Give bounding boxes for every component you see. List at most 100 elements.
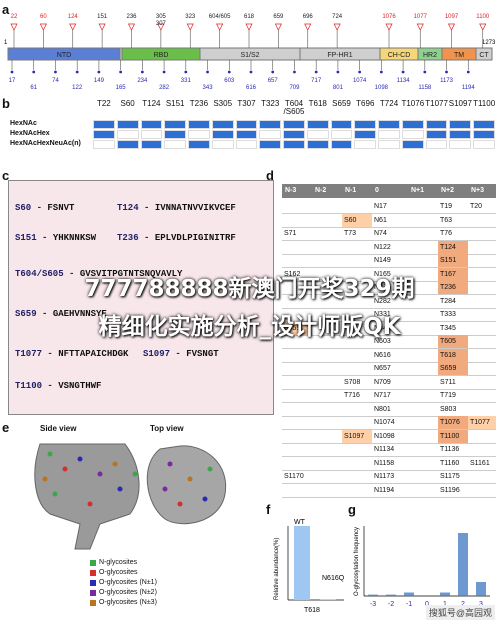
legend-label: O-glycosites (N±3) bbox=[99, 599, 157, 606]
site-table-header: N+1 bbox=[408, 184, 438, 198]
top-site-label: 151 bbox=[97, 14, 108, 20]
table-row-header: HexNAcHexNeuAc(n) bbox=[10, 140, 81, 147]
table-column-header: S659 bbox=[332, 99, 351, 108]
bottom-site-marker bbox=[206, 70, 209, 74]
row-divider bbox=[282, 469, 496, 471]
table-column-header: T307 bbox=[237, 99, 256, 108]
site-table-cell: N801 bbox=[374, 405, 391, 413]
legend-item: O-glycosites (N±1) bbox=[90, 578, 157, 588]
site-table-header: N+2 bbox=[438, 184, 468, 198]
top-site-marker bbox=[479, 23, 487, 31]
table-cell bbox=[354, 140, 377, 149]
table-cell bbox=[116, 130, 139, 139]
domain-label: S1/S2 bbox=[240, 52, 259, 59]
y-axis-label: O-glycosylation frequency bbox=[354, 527, 360, 596]
domain-label: CT bbox=[479, 52, 489, 59]
site-table-cell: N1098 bbox=[374, 432, 395, 440]
site-table-cell: T20 bbox=[470, 203, 483, 210]
bottom-site-marker bbox=[293, 70, 296, 74]
site-table-cell: N657 bbox=[374, 365, 391, 372]
glycosite-dot bbox=[187, 476, 193, 482]
top-site-label: 618 bbox=[244, 14, 255, 20]
bottom-site-label: 1074 bbox=[353, 78, 367, 84]
table-cell bbox=[140, 120, 163, 129]
site-table-cell: S803 bbox=[440, 405, 457, 413]
x-tick-label: 2 bbox=[461, 601, 465, 608]
site-table-cell: S1196 bbox=[440, 486, 460, 494]
site-table-cell: T76 bbox=[440, 230, 453, 237]
table-cell bbox=[425, 130, 448, 139]
top-site-label: 724 bbox=[332, 14, 343, 20]
domain-label: NTD bbox=[57, 52, 71, 59]
bottom-site-marker bbox=[97, 70, 101, 74]
top-site-label: 659 bbox=[273, 14, 284, 20]
sequence-line: T236 - EPLVDLPIGINITRF bbox=[117, 233, 236, 243]
site-table-cell: T1076 bbox=[438, 416, 468, 429]
table-cell bbox=[235, 140, 258, 149]
sequence-residues: NFTTAPAICHDGK bbox=[58, 349, 129, 359]
table-cell bbox=[378, 120, 400, 129]
table-cell bbox=[283, 130, 305, 139]
sequence-line: S151 - YHKNNKSW bbox=[15, 233, 96, 243]
table-cell bbox=[330, 120, 353, 129]
top-site-label: 323 bbox=[185, 14, 196, 20]
glycosite-dot bbox=[132, 471, 138, 477]
site-table-cell: S151 bbox=[438, 254, 468, 267]
table-column-header: T696 bbox=[356, 99, 375, 108]
row-divider bbox=[282, 375, 496, 376]
table-cell bbox=[283, 120, 305, 129]
site-table-cell: T1136 bbox=[440, 446, 460, 453]
legend-item: O-glycosites (N±2) bbox=[90, 588, 157, 598]
glycosite-dot bbox=[42, 476, 48, 482]
table-cell bbox=[164, 120, 187, 129]
table-cell bbox=[188, 140, 210, 149]
table-cell bbox=[116, 120, 139, 129]
bottom-site-label: 709 bbox=[289, 85, 300, 91]
x-tick-label: -1 bbox=[406, 601, 412, 608]
table-cell bbox=[401, 140, 424, 149]
panel-e-label: e bbox=[2, 420, 10, 435]
top-site-label: 1100 bbox=[476, 14, 490, 20]
table-cell bbox=[259, 120, 282, 129]
end-residue: 1273 bbox=[482, 40, 496, 46]
legend-item: O-glycosites (N±3) bbox=[90, 598, 157, 608]
bottom-site-marker bbox=[401, 70, 405, 74]
bottom-site-marker bbox=[227, 70, 231, 74]
site-table-cell: N1074 bbox=[374, 419, 395, 426]
site-table-cell: N1134 bbox=[374, 446, 395, 453]
site-table-cell: T124 bbox=[438, 240, 468, 254]
bottom-site-label: 61 bbox=[30, 85, 37, 91]
site-table-cell: T167 bbox=[438, 267, 468, 281]
table-cell bbox=[235, 130, 258, 139]
site-table-cell: S659 bbox=[282, 321, 312, 335]
site-table-cell: S711 bbox=[440, 378, 456, 386]
bottom-site-label: 1098 bbox=[375, 85, 389, 91]
bottom-site-marker bbox=[358, 70, 362, 74]
sequence-panel: S60 - FSNVT T124 - IVNNATNVVIKVCEF S151 - … bbox=[8, 180, 274, 415]
domain-label: CH-CD bbox=[388, 52, 411, 59]
site-table-cell: S708 bbox=[344, 378, 361, 386]
top-site-label: 236 bbox=[126, 14, 137, 20]
site-table-cell: T618 bbox=[438, 348, 468, 362]
bottom-site-label: 234 bbox=[137, 78, 148, 84]
o-glycosylation-frequency-chart: -3 -2 -1 0 1 2 3 O-glycosylation frequency bbox=[354, 526, 490, 608]
domain-block bbox=[475, 47, 493, 61]
bottom-site-marker bbox=[10, 70, 14, 74]
site-table-cell: S162 bbox=[284, 270, 301, 278]
bottom-site-label: 282 bbox=[159, 85, 170, 91]
table-cell bbox=[211, 130, 234, 139]
sequence-line: T1077 - NFTTAPAICHDGK bbox=[15, 349, 128, 359]
site-table-cell: N603 bbox=[374, 338, 391, 345]
sequence-residues: YHKNNKSW bbox=[52, 233, 97, 243]
sequence-line: S659 - GAEHVNNSYE bbox=[15, 309, 107, 319]
table-column-header: T1100 bbox=[473, 99, 496, 108]
site-table-cell: N616 bbox=[374, 351, 391, 359]
bottom-site-marker bbox=[249, 70, 253, 74]
panel-d-label: d bbox=[266, 168, 274, 183]
row-divider bbox=[282, 267, 496, 268]
top-site-marker bbox=[245, 23, 253, 31]
legend-swatch bbox=[90, 590, 96, 596]
bar bbox=[440, 592, 450, 596]
bottom-site-marker bbox=[140, 70, 144, 74]
sequence-site-label: S151 - bbox=[15, 233, 53, 243]
